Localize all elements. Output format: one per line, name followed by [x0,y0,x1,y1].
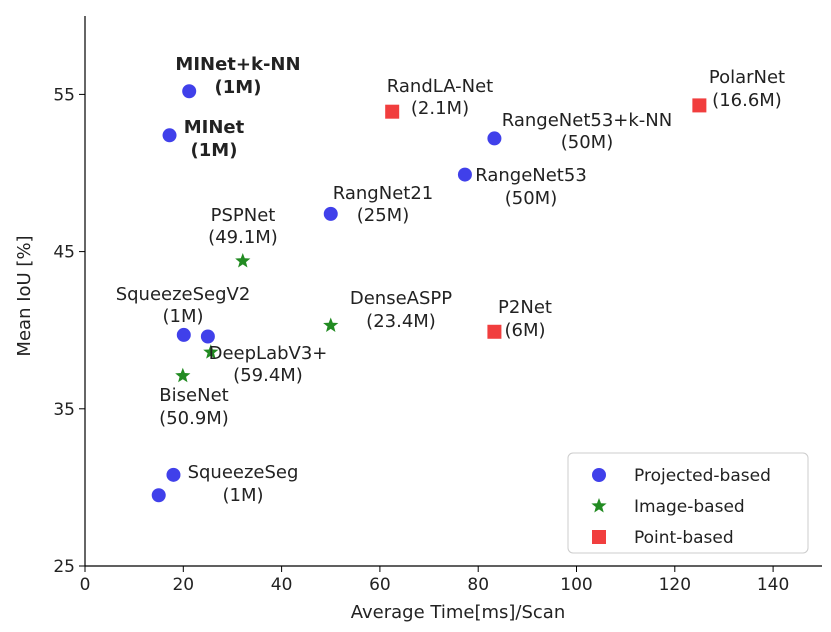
point-label-params: (50.9M) [159,408,229,429]
projected-point [457,167,472,182]
point-based-point [692,98,707,113]
x-tick-label: 100 [560,575,592,595]
point-label-params: (25M) [357,205,409,226]
image-point [203,344,219,359]
point-label: PSPNet [211,205,276,226]
point-label: RangeNet53+k-NN [502,110,672,131]
projected-point [151,488,166,503]
legend-frame [567,452,809,554]
point-label: MINet+k-NN [175,54,300,75]
point-based-point [385,104,400,119]
point-label: DenseASPP [350,288,452,309]
axis-ticks: 0 20 40 60 80 100 120 140 25 35 45 55 [53,85,789,595]
y-tick-label: 35 [53,400,75,420]
y-tick-label: 45 [53,243,75,263]
x-tick-label: 80 [467,575,489,595]
projected-point [162,128,177,143]
point-label: RangeNet53 [475,165,587,186]
point-label-params: (49.1M) [208,227,278,248]
projected-point [323,206,338,221]
x-tick-label: 40 [271,575,293,595]
point-label: RandLA-Net [387,76,493,97]
legend-label: Point-based [634,528,734,548]
y-tick-label: 55 [53,85,75,105]
point-label-params: (1M) [162,306,203,327]
x-tick-label: 140 [757,575,789,595]
legend-marker [591,498,607,513]
y-axis-label: Mean IoU [%] [14,235,35,356]
image-point [323,317,339,332]
point-label: RangNet21 [333,183,433,204]
point-label-params: (1M) [222,485,263,506]
legend: Projected-based Image-based Point-based [567,452,809,554]
y-tick-label: 25 [53,557,75,577]
point-label: P2Net [498,297,552,318]
point-labels: MINet+k-NN(1M)MINet(1M)RangeNet53+k-NN(5… [116,54,785,506]
data-points [151,84,707,503]
point-label-params: (59.4M) [233,365,303,386]
legend-label: Image-based [634,497,745,517]
point-label-params: (23.4M) [366,311,436,332]
projected-point [182,84,197,99]
x-tick-label: 20 [172,575,194,595]
point-label: SqueezeSeg [188,462,299,483]
projected-point [487,131,502,146]
x-tick-label: 0 [80,575,91,595]
x-axis-label: Average Time[ms]/Scan [351,602,565,623]
legend-marker [592,468,606,482]
point-label-params: (16.6M) [712,90,782,111]
point-label-params: (1M) [215,77,262,98]
point-label: PolarNet [709,67,785,88]
point-label-params: (2.1M) [411,98,469,119]
point-label-params: (50M) [561,132,613,153]
x-tick-label: 120 [659,575,691,595]
projected-point [166,467,181,482]
point-label: MINet [184,117,245,138]
point-label-params: (1M) [191,140,238,161]
point-label-params: (50M) [505,188,557,209]
point-based-point [487,324,502,339]
image-point [175,367,191,383]
image-point [235,253,251,268]
legend-label: Projected-based [634,466,771,486]
projected-point [176,327,191,342]
point-label: DeepLabV3+ [209,343,328,364]
point-label-params: (6M) [504,320,545,341]
point-label: BiseNet [159,385,228,406]
legend-marker [592,530,606,544]
x-tick-label: 60 [369,575,391,595]
projected-point [200,329,215,344]
point-label: SqueezeSegV2 [116,284,251,305]
